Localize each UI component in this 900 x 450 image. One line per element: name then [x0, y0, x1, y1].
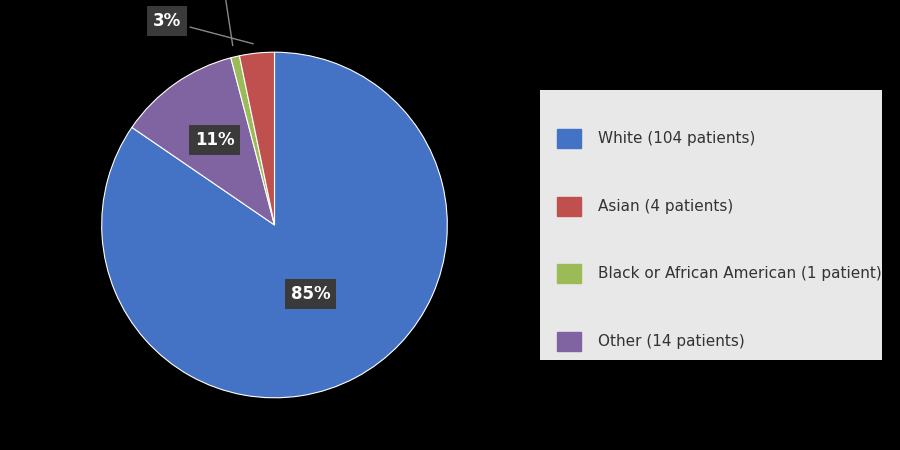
Bar: [557, 129, 581, 148]
Text: 85%: 85%: [291, 285, 330, 303]
Text: Black or African American (1 patient): Black or African American (1 patient): [598, 266, 882, 281]
Text: Other (14 patients): Other (14 patients): [598, 333, 745, 349]
Wedge shape: [230, 56, 274, 225]
Text: Asian (4 patients): Asian (4 patients): [598, 198, 733, 214]
Wedge shape: [102, 52, 447, 398]
Wedge shape: [239, 52, 274, 225]
Text: 1%: 1%: [209, 0, 237, 45]
Text: 11%: 11%: [195, 131, 235, 149]
Bar: [557, 332, 581, 351]
Wedge shape: [132, 58, 274, 225]
Bar: [557, 197, 581, 216]
Text: 3%: 3%: [153, 12, 253, 44]
Text: White (104 patients): White (104 patients): [598, 131, 755, 146]
Bar: [557, 264, 581, 283]
